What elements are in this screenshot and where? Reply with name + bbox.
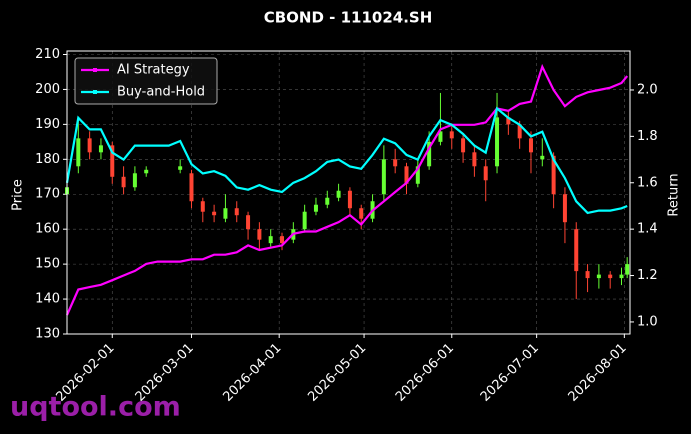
candle-body xyxy=(585,271,590,279)
candle-body xyxy=(574,229,579,272)
legend-label: Buy-and-Hold xyxy=(117,85,205,100)
candle-body xyxy=(438,131,443,142)
candle-body xyxy=(461,138,466,153)
candle-body xyxy=(551,155,556,195)
candle-body xyxy=(596,274,601,279)
y2-tick-label: 1.0 xyxy=(637,314,658,329)
candle-body xyxy=(223,208,228,219)
candle-body xyxy=(427,141,432,167)
candle-body xyxy=(359,208,364,219)
candle-body xyxy=(472,152,477,167)
y-tick-label: 150 xyxy=(35,257,60,272)
y-tick-label: 190 xyxy=(35,117,60,132)
candle-body xyxy=(280,236,285,244)
candle-body xyxy=(132,173,137,188)
candle-body xyxy=(528,138,533,153)
candle-body xyxy=(506,117,511,125)
candle-body xyxy=(449,131,454,139)
candle-body xyxy=(415,166,420,184)
candle-body xyxy=(325,197,330,205)
plot-frame xyxy=(66,50,631,335)
y-tick-label: 130 xyxy=(35,327,60,342)
candle-body xyxy=(87,138,92,153)
y-tick-label: 180 xyxy=(35,152,60,167)
candle-body xyxy=(540,155,545,160)
candle-body xyxy=(76,138,81,167)
candle-body xyxy=(336,190,341,198)
candle-body xyxy=(347,190,352,209)
chart-title: CBOND - 111024.SH xyxy=(264,9,433,27)
candle-body xyxy=(517,124,522,139)
watermark: uqtool.com xyxy=(10,392,181,423)
candle-body xyxy=(178,166,183,170)
candle-body xyxy=(562,194,567,223)
y-tick-label: 170 xyxy=(35,187,60,202)
candle-body xyxy=(625,264,630,275)
candle-body xyxy=(302,211,307,230)
y2-tick-label: 1.8 xyxy=(637,129,658,144)
candle-body xyxy=(404,166,409,184)
return-line xyxy=(65,106,628,215)
candle-body xyxy=(234,208,239,216)
candle-body xyxy=(608,274,613,279)
return-line xyxy=(65,63,629,316)
candle-body xyxy=(381,159,386,195)
candle-body xyxy=(313,204,318,212)
candle-body xyxy=(200,201,205,212)
candle-body xyxy=(98,145,103,153)
legend-box xyxy=(74,57,218,105)
candle-body xyxy=(268,236,273,244)
y2-tick-label: 1.6 xyxy=(637,175,658,190)
candle-body xyxy=(483,166,488,181)
candle-body xyxy=(393,159,398,167)
candle-body xyxy=(110,145,115,177)
legend-marker xyxy=(93,90,97,94)
candle-body xyxy=(246,215,251,230)
candle-body xyxy=(144,169,149,174)
y-tick-label: 140 xyxy=(35,292,60,307)
legend-marker xyxy=(93,68,97,72)
candle-body xyxy=(257,229,262,240)
candle-body xyxy=(212,211,217,216)
candle-body xyxy=(619,274,624,279)
candle-body xyxy=(495,117,500,167)
candle-body xyxy=(121,176,126,188)
y-axis-label: Price xyxy=(11,179,26,211)
y2-axis-label: Return xyxy=(667,173,682,216)
y2-tick-label: 1.2 xyxy=(637,268,658,283)
y-tick-label: 200 xyxy=(35,82,60,97)
candle-body xyxy=(189,173,194,202)
y2-tick-label: 1.4 xyxy=(637,222,658,237)
y2-tick-label: 2.0 xyxy=(637,82,658,97)
legend-label: AI Strategy xyxy=(117,63,190,78)
y-tick-label: 160 xyxy=(35,222,60,237)
y-tick-label: 210 xyxy=(35,47,60,62)
